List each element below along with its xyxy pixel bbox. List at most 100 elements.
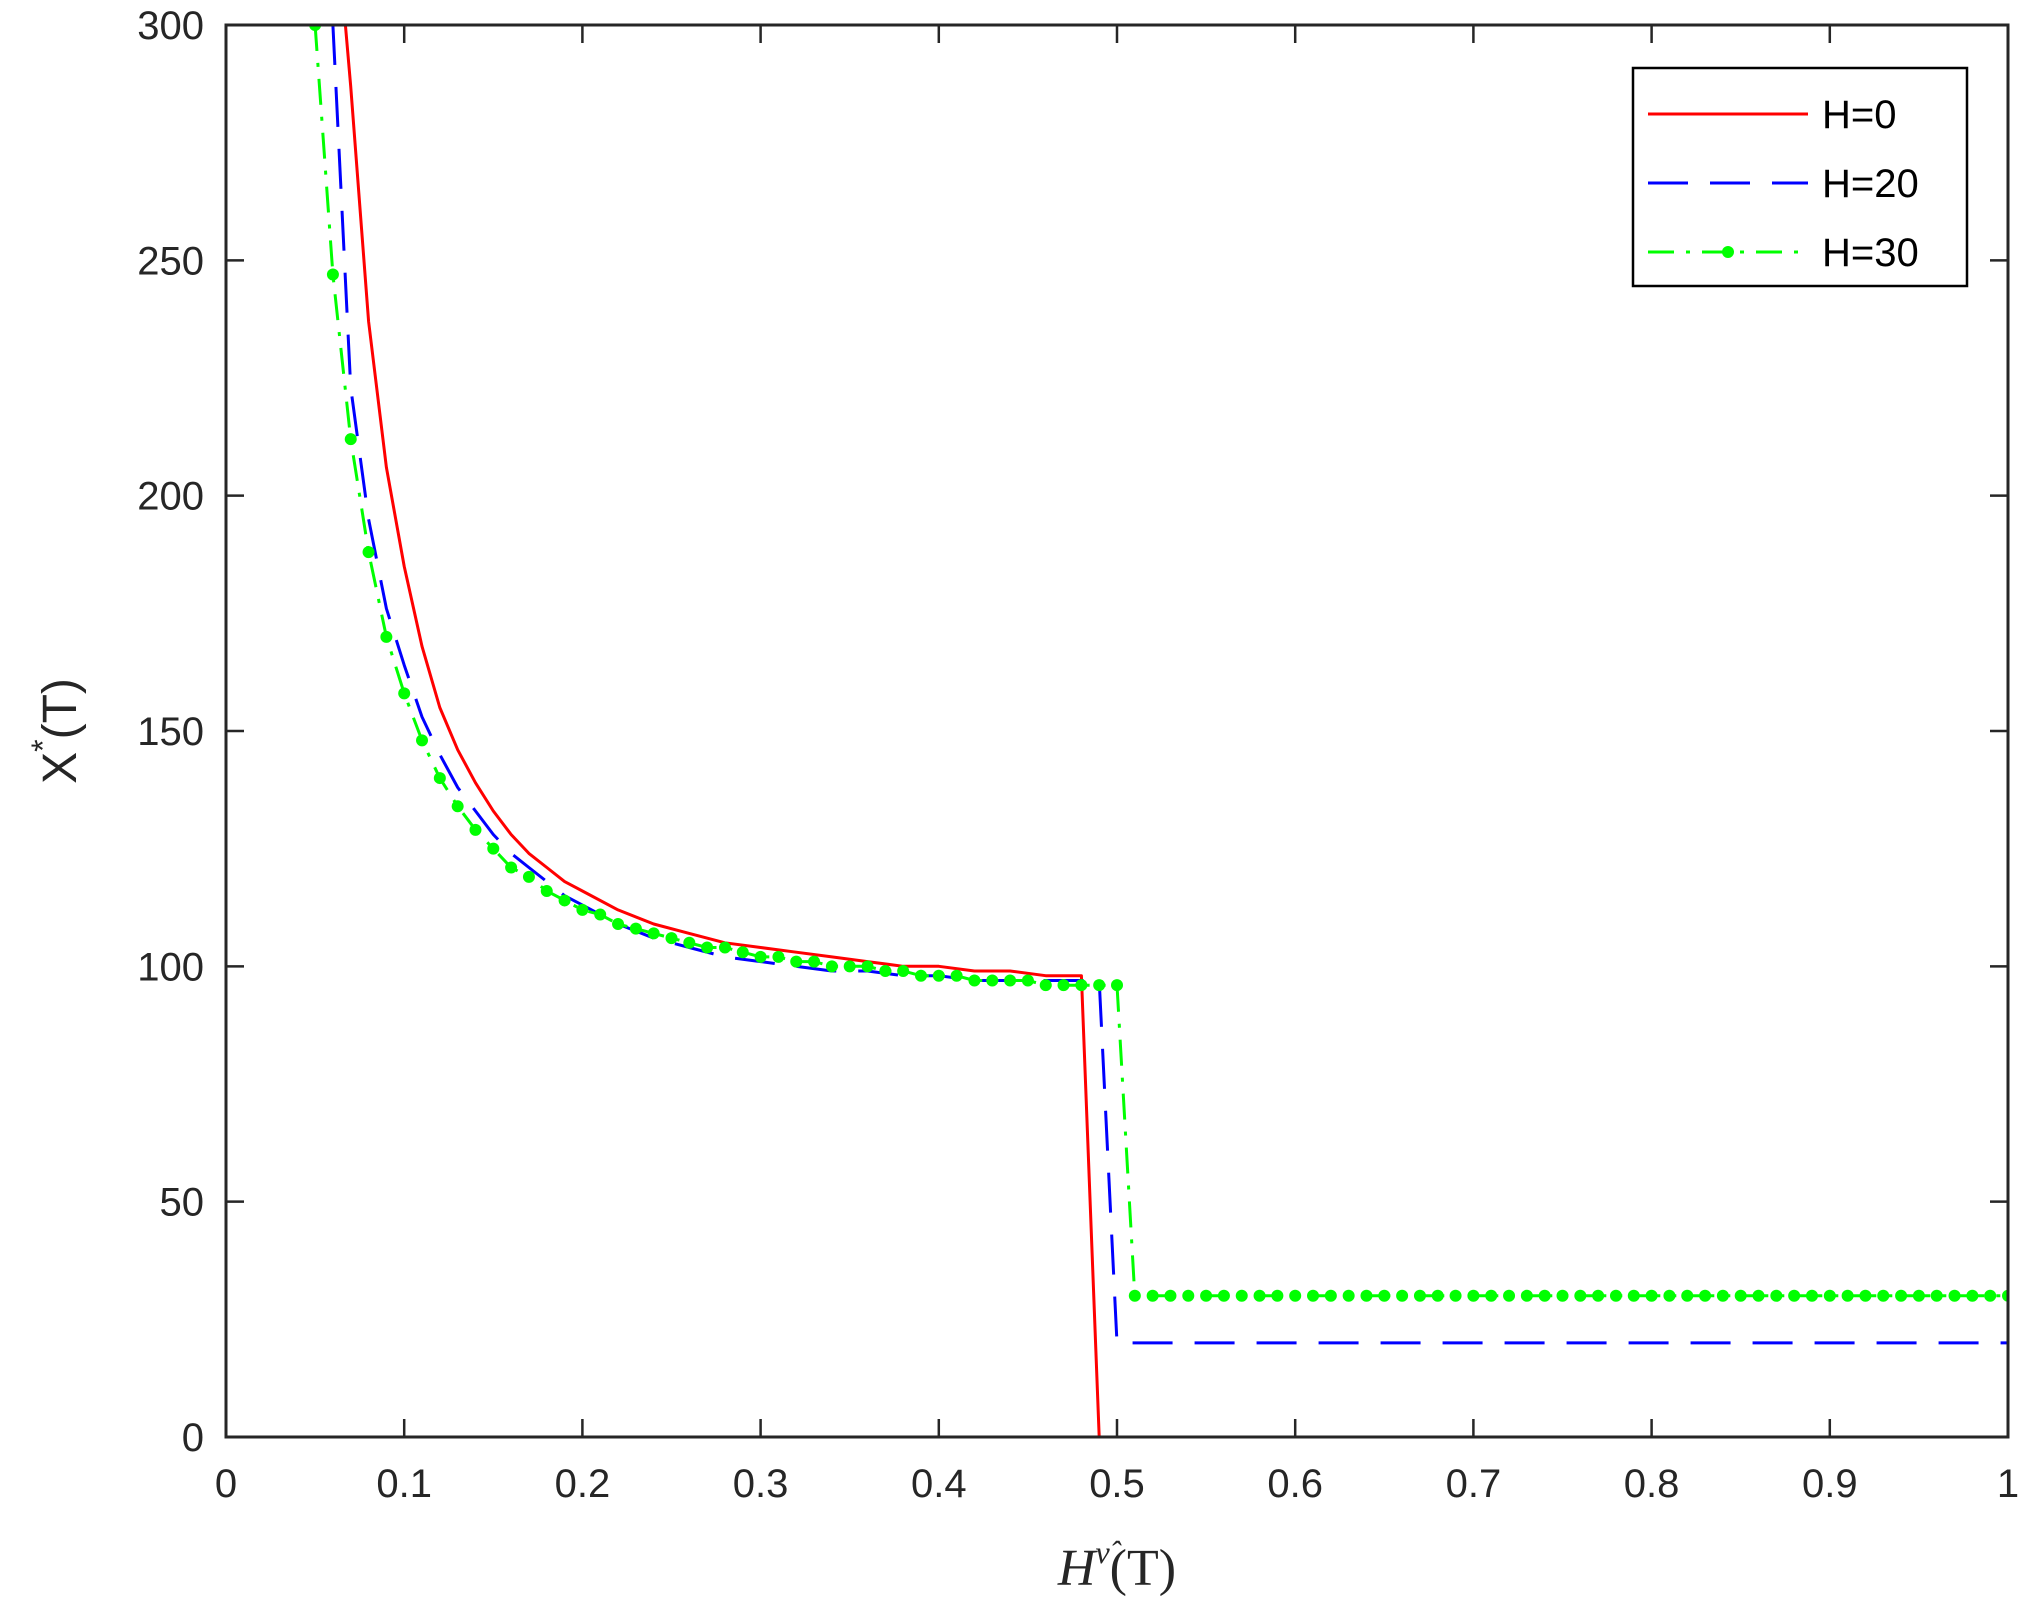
series-point: [1217, 1289, 1230, 1302]
y-tick-label: 250: [137, 239, 204, 283]
series-point: [736, 946, 749, 959]
series-point: [986, 974, 999, 987]
y-tick-label: 300: [137, 4, 204, 48]
series-point: [879, 965, 892, 978]
series-point: [790, 955, 803, 968]
x-tick-label: 0.3: [733, 1462, 789, 1506]
series-point: [1948, 1289, 1961, 1302]
y-tick-label: 200: [137, 475, 204, 519]
legend-label: H=0: [1822, 93, 1897, 137]
x-tick-label: 0.1: [376, 1462, 432, 1506]
series-point: [380, 630, 393, 643]
series-point: [1485, 1289, 1498, 1302]
series-point: [843, 960, 856, 973]
series-point: [1449, 1289, 1462, 1302]
legend-label: H=20: [1822, 162, 1919, 206]
series-point: [897, 965, 910, 978]
series-point: [1716, 1289, 1729, 1302]
series-point: [629, 922, 642, 935]
y-tick-label: 0: [182, 1416, 204, 1460]
series-point: [1004, 974, 1017, 987]
series-point: [398, 687, 411, 700]
series-point: [665, 932, 678, 945]
x-tick-label: 0: [215, 1462, 237, 1506]
series-point: [1307, 1289, 1320, 1302]
axis-ticks: 0 0.1 0.2 0.3 0.4 0.5 0.6 0.7 0.8 0.9 1 0 50 100 150 20…: [137, 4, 2019, 1506]
series-point: [1752, 1289, 1765, 1302]
x-axis-label-suffix: (T): [1110, 1540, 1176, 1597]
series-point: [1200, 1289, 1213, 1302]
legend-items: H=0 H=20 H=30: [1648, 93, 1919, 275]
legend-box: [1631, 66, 1969, 288]
series-point: [1538, 1289, 1551, 1302]
series-layer: [309, 25, 2008, 1437]
series-point: [1235, 1289, 1248, 1302]
series-point: [1360, 1289, 1373, 1302]
y-axis-label-base: X: [34, 752, 87, 784]
series-point: [1413, 1289, 1426, 1302]
series-point: [505, 861, 518, 874]
x-tick-label: 1: [1997, 1462, 2019, 1506]
series-point: [1324, 1289, 1337, 1302]
series-point: [772, 950, 785, 963]
series-point: [1503, 1289, 1516, 1302]
series-point: [1805, 1289, 1818, 1302]
series-point: [344, 433, 357, 446]
series-point: [1592, 1289, 1605, 1302]
series-point: [683, 936, 696, 949]
series-point: [647, 927, 660, 940]
series-point: [701, 941, 714, 954]
series-line-H=0: [343, 25, 2008, 1437]
series-point: [1342, 1289, 1355, 1302]
series-point: [1930, 1289, 1943, 1302]
series-point: [1912, 1289, 1925, 1302]
series-point: [1699, 1289, 1712, 1302]
series-point: [1057, 979, 1070, 992]
series-point: [1396, 1289, 1409, 1302]
x-tick-label: 0.7: [1446, 1462, 1502, 1506]
series-point: [914, 969, 927, 982]
series-point: [416, 734, 429, 747]
series-point: [1663, 1289, 1676, 1302]
y-axis-label-suffix: (T): [34, 678, 87, 739]
x-tick-label: 0.9: [1802, 1462, 1858, 1506]
series-point: [326, 268, 339, 281]
x-axis-label: Hν̂(T): [1057, 1534, 1176, 1597]
x-tick-label: 0.2: [555, 1462, 611, 1506]
series-point: [825, 960, 838, 973]
series-point: [1770, 1289, 1783, 1302]
series-point: [1289, 1289, 1302, 1302]
series-point: [1984, 1289, 1997, 1302]
series-point: [1431, 1289, 1444, 1302]
series-point: [487, 842, 500, 855]
series-point: [1895, 1289, 1908, 1302]
series-point: [718, 941, 731, 954]
series-point: [451, 800, 464, 813]
series-point: [594, 908, 607, 921]
series-point: [433, 772, 446, 785]
x-tick-label: 0.6: [1267, 1462, 1323, 1506]
y-tick-label: 50: [160, 1181, 205, 1225]
series-point: [612, 917, 625, 930]
x-tick-label: 0.4: [911, 1462, 967, 1506]
series-point: [469, 823, 482, 836]
series-point: [1182, 1289, 1195, 1302]
series-point: [932, 969, 945, 982]
series-point: [1574, 1289, 1587, 1302]
series-point: [1823, 1289, 1836, 1302]
series-point: [754, 950, 767, 963]
series-point: [558, 894, 571, 907]
legend-label: H=30: [1822, 231, 1919, 275]
legend-marker: [1722, 246, 1734, 258]
series-point: [1520, 1289, 1533, 1302]
series-point: [1609, 1289, 1622, 1302]
legend: H=0 H=20 H=30: [1631, 66, 1969, 288]
series-point: [1627, 1289, 1640, 1302]
series-point: [1093, 979, 1106, 992]
series-point: [1467, 1289, 1480, 1302]
series-point: [576, 903, 589, 916]
x-tick-label: 0.8: [1624, 1462, 1680, 1506]
series-point: [1021, 974, 1034, 987]
series-point: [1378, 1289, 1391, 1302]
series-point: [1111, 979, 1123, 992]
